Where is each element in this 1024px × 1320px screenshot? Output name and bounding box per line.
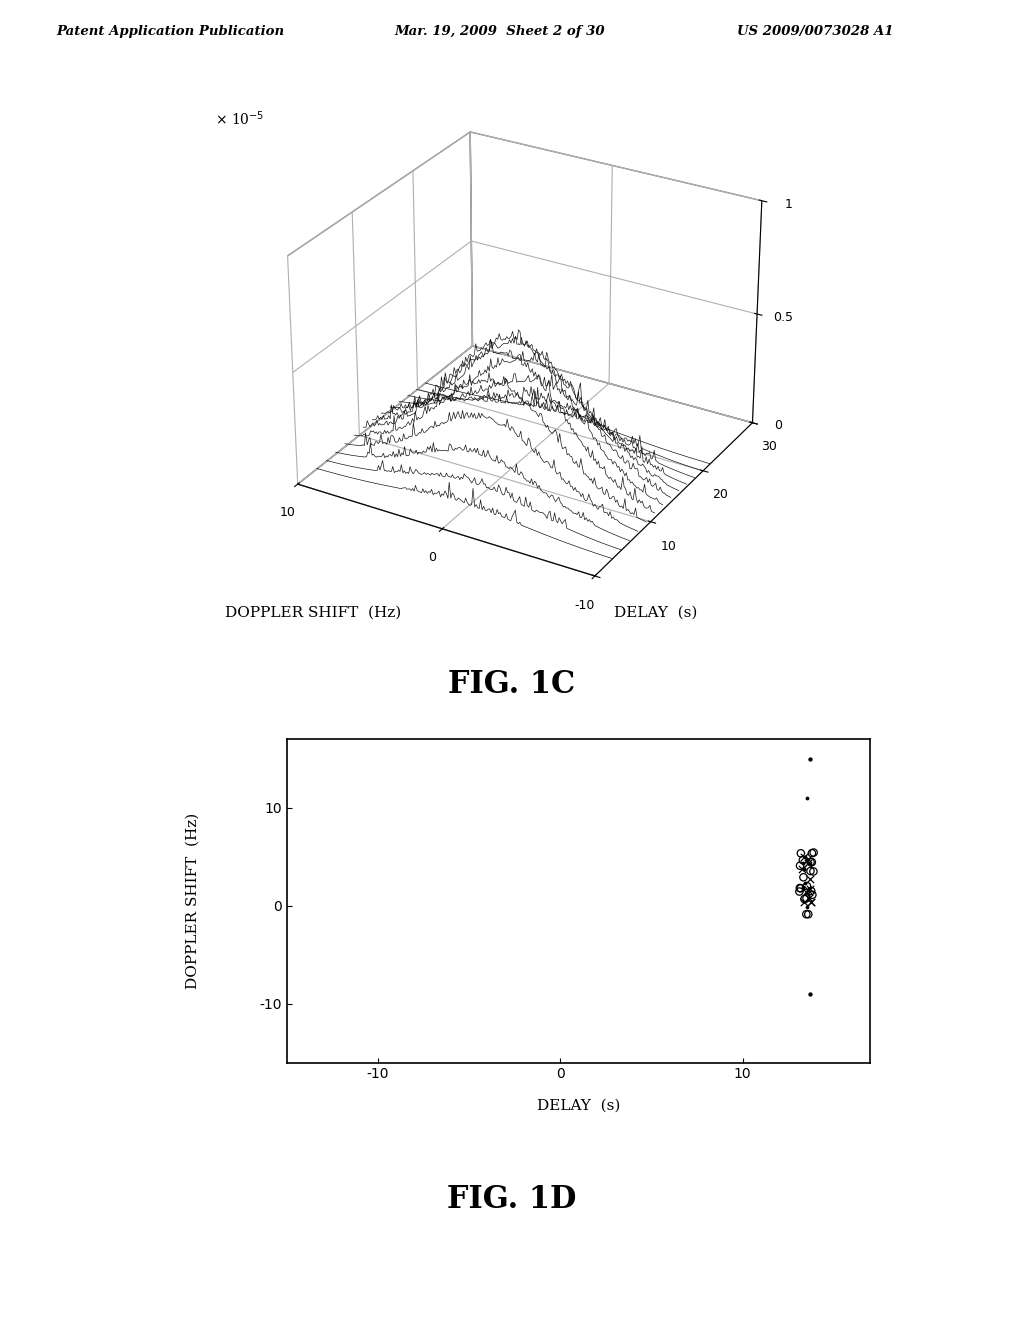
- Point: [799, 875, 815, 896]
- Point: [798, 882, 814, 903]
- Text: DOPPLER SHIFT  (Hz): DOPPLER SHIFT (Hz): [225, 606, 401, 619]
- Text: $\times$ 10$^{-5}$: $\times$ 10$^{-5}$: [215, 110, 264, 128]
- Text: FIG. 1D: FIG. 1D: [447, 1184, 577, 1214]
- Point: [797, 847, 813, 869]
- Point: [792, 878, 808, 899]
- Point: [799, 896, 815, 917]
- Point: [792, 880, 808, 902]
- Point: [796, 858, 812, 879]
- Point: [800, 847, 816, 869]
- Text: FIG. 1C: FIG. 1C: [449, 669, 575, 700]
- Point: [803, 851, 819, 873]
- Point: [798, 904, 814, 925]
- Point: [799, 788, 815, 809]
- Text: DELAY  (s): DELAY (s): [614, 606, 697, 619]
- Point: [796, 876, 812, 898]
- Point: [797, 888, 813, 909]
- Point: [795, 853, 811, 874]
- Point: [793, 878, 809, 899]
- Point: [793, 842, 809, 863]
- Point: [806, 842, 822, 863]
- Point: [802, 748, 818, 770]
- Text: Patent Application Publication: Patent Application Publication: [56, 25, 285, 38]
- Point: [796, 891, 812, 912]
- Point: [795, 850, 811, 871]
- Point: [802, 869, 818, 890]
- Point: [800, 904, 816, 925]
- Point: [792, 855, 808, 876]
- Point: [797, 847, 813, 869]
- Point: [799, 887, 815, 908]
- Point: [794, 859, 810, 880]
- Y-axis label: DOPPLER SHIFT  (Hz): DOPPLER SHIFT (Hz): [185, 813, 200, 989]
- Point: [797, 873, 813, 894]
- Point: [800, 879, 816, 900]
- Text: Mar. 19, 2009  Sheet 2 of 30: Mar. 19, 2009 Sheet 2 of 30: [394, 25, 605, 38]
- Point: [804, 851, 820, 873]
- Point: [802, 879, 818, 900]
- Point: [802, 861, 818, 882]
- Point: [801, 887, 817, 908]
- Point: [804, 884, 820, 906]
- X-axis label: DELAY  (s): DELAY (s): [537, 1098, 621, 1113]
- Point: [800, 853, 816, 874]
- Point: [805, 861, 821, 882]
- Text: US 2009/0073028 A1: US 2009/0073028 A1: [737, 25, 894, 38]
- Point: [796, 867, 812, 888]
- Point: [803, 880, 819, 902]
- Point: [803, 891, 819, 912]
- Point: [796, 859, 812, 880]
- Point: [804, 842, 820, 863]
- Point: [802, 983, 818, 1005]
- Point: [803, 891, 819, 912]
- Point: [802, 854, 818, 875]
